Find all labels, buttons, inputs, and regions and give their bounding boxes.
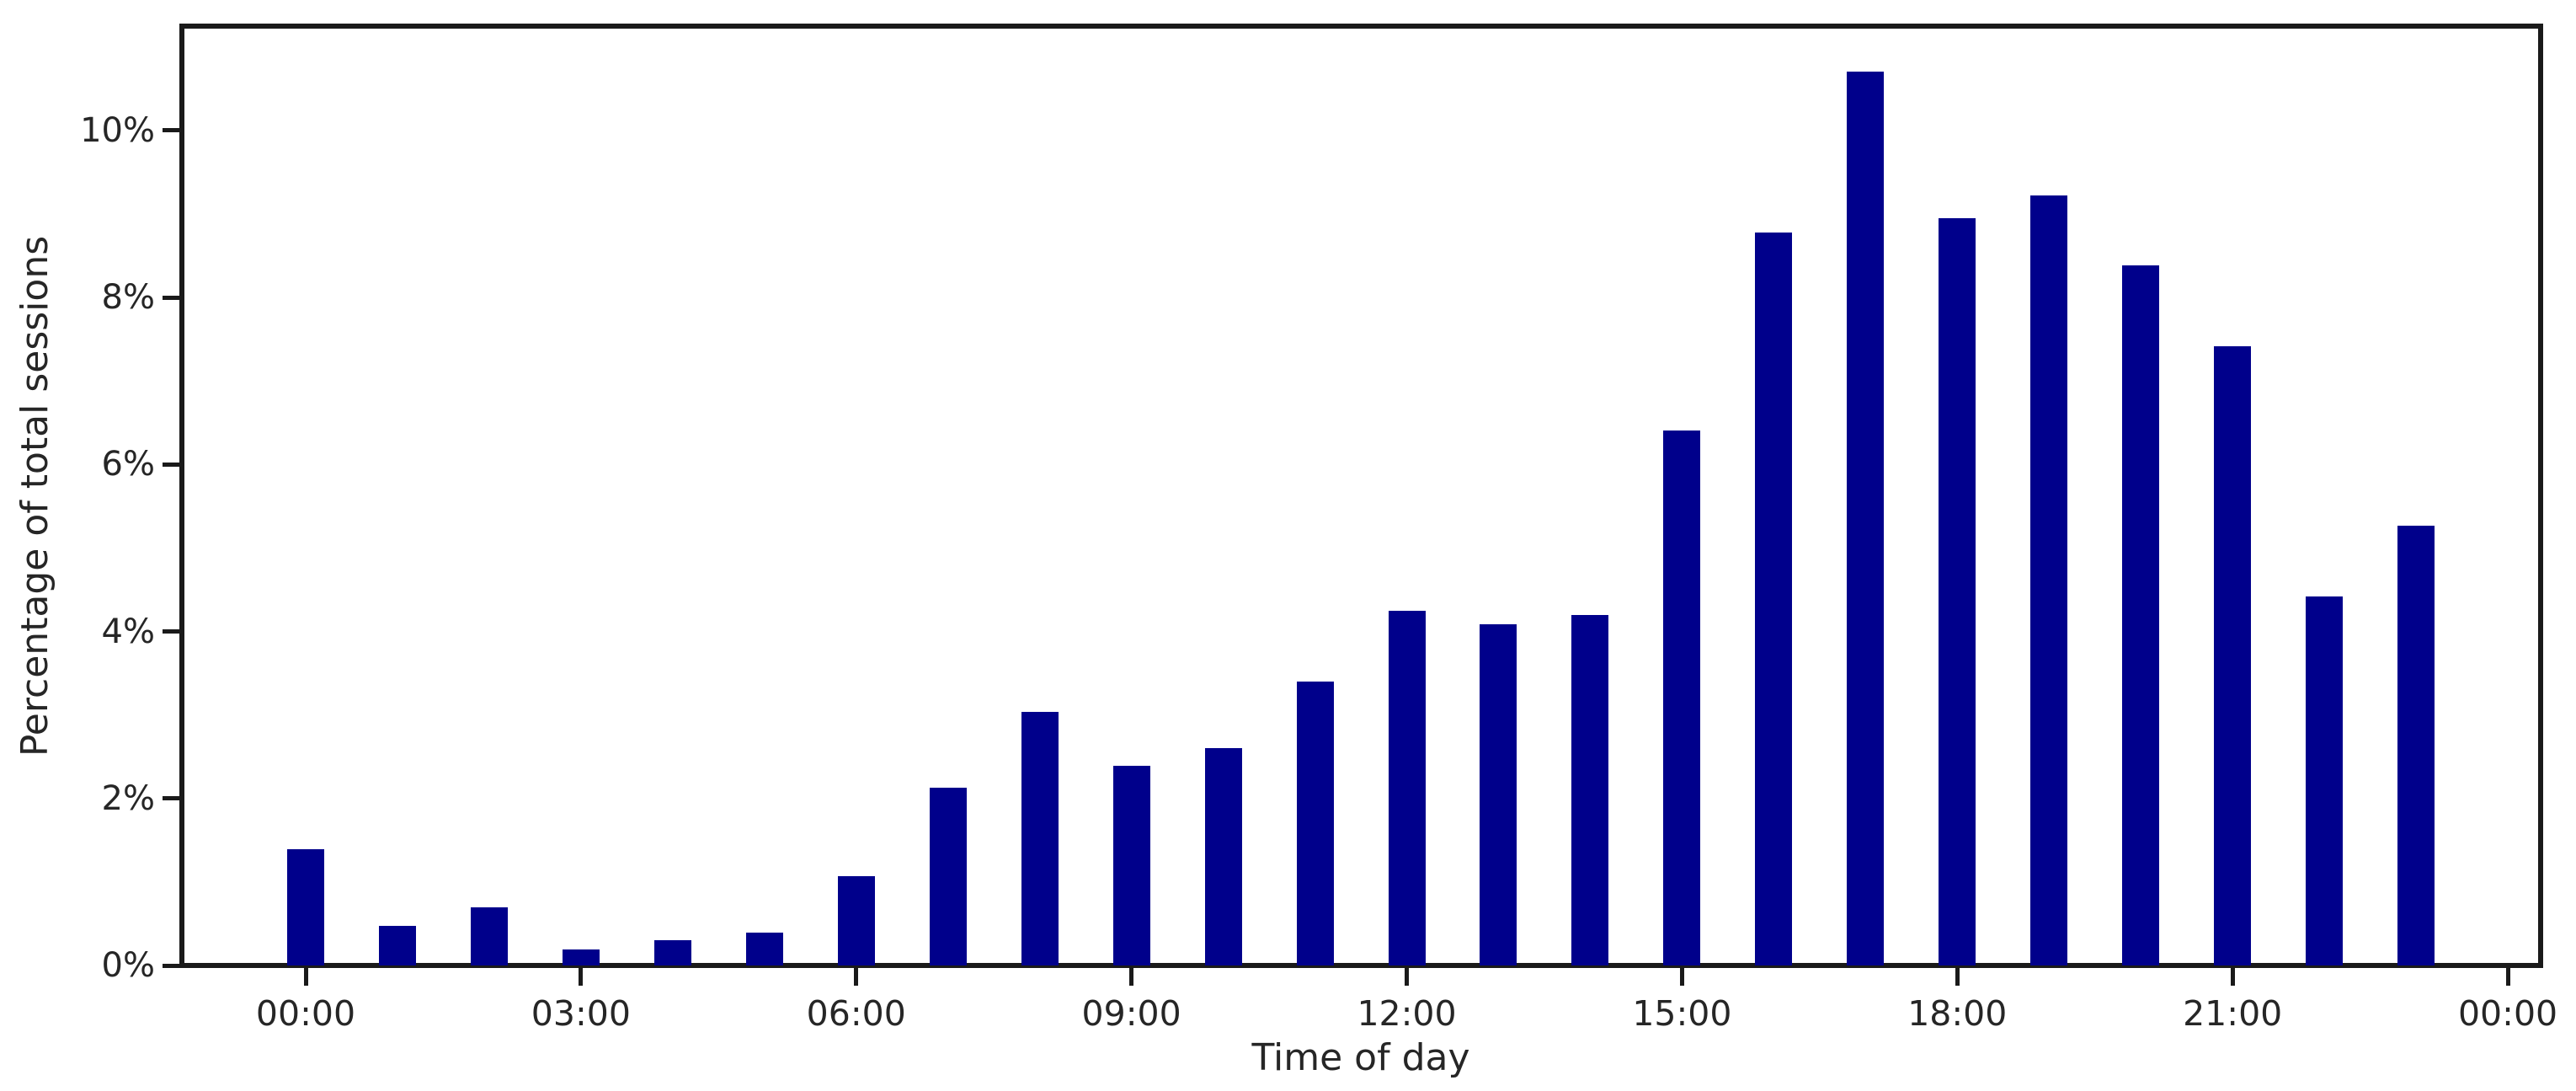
y-tick	[163, 796, 180, 801]
bar-13:00	[1480, 623, 1517, 965]
bar-21:00	[2214, 345, 2252, 965]
bar-14:00	[1571, 614, 1609, 965]
x-tick	[1129, 968, 1134, 986]
y-tick-label: 4%	[101, 612, 155, 651]
plot-left-spine	[179, 24, 184, 968]
bar-02:00	[470, 906, 508, 965]
x-tick-label: 03:00	[531, 993, 631, 1034]
plot-area	[182, 26, 2541, 965]
y-tick-label: 10%	[80, 110, 155, 150]
bar-16:00	[1755, 232, 1793, 965]
bar-23:00	[2397, 525, 2435, 965]
x-tick-label: 18:00	[1907, 993, 2008, 1034]
bar-10:00	[1204, 748, 1242, 965]
y-axis-label: Percentage of total sessions	[13, 235, 56, 757]
bar-00:00	[287, 849, 324, 965]
x-tick-label: 21:00	[2183, 993, 2283, 1034]
bar-04:00	[653, 940, 691, 965]
x-tick	[2505, 968, 2510, 986]
bar-11:00	[1296, 682, 1334, 965]
bar-06:00	[837, 875, 875, 965]
bar-07:00	[929, 787, 967, 965]
y-tick	[163, 295, 180, 300]
y-tick-label: 0%	[101, 946, 155, 985]
x-tick	[579, 968, 584, 986]
x-tick	[1405, 968, 1410, 986]
bar-09:00	[1112, 766, 1150, 965]
y-tick	[163, 963, 180, 968]
x-tick	[303, 968, 308, 986]
x-tick-label: 09:00	[1081, 993, 1181, 1034]
bar-19:00	[2030, 195, 2068, 965]
plot-top-spine	[179, 24, 2543, 29]
bar-08:00	[1021, 711, 1059, 965]
bar-18:00	[1939, 217, 1976, 965]
y-tick-label: 2%	[101, 778, 155, 818]
x-tick-label: 15:00	[1632, 993, 1732, 1034]
x-tick	[854, 968, 859, 986]
x-tick-label: 00:00	[255, 993, 356, 1034]
bar-01:00	[378, 926, 416, 965]
bar-20:00	[2122, 265, 2160, 965]
bar-03:00	[562, 949, 600, 965]
plot-bottom-spine	[179, 963, 2543, 968]
x-axis-label: Time of day	[1251, 1036, 1470, 1079]
x-tick-label: 00:00	[2457, 993, 2558, 1034]
y-tick	[163, 128, 180, 133]
bar-05:00	[745, 933, 783, 965]
y-tick	[163, 629, 180, 634]
x-tick	[2230, 968, 2235, 986]
x-tick	[1955, 968, 1960, 986]
bar-17:00	[1847, 71, 1885, 965]
bar-22:00	[2306, 596, 2344, 965]
bar-12:00	[1388, 610, 1426, 965]
bar-15:00	[1663, 430, 1701, 965]
y-tick-label: 8%	[101, 278, 155, 318]
y-tick	[163, 462, 180, 467]
plot-right-spine	[2538, 24, 2543, 968]
y-tick-label: 6%	[101, 445, 155, 484]
x-tick-label: 12:00	[1357, 993, 1457, 1034]
x-tick	[1679, 968, 1684, 986]
x-tick-label: 06:00	[806, 993, 906, 1034]
